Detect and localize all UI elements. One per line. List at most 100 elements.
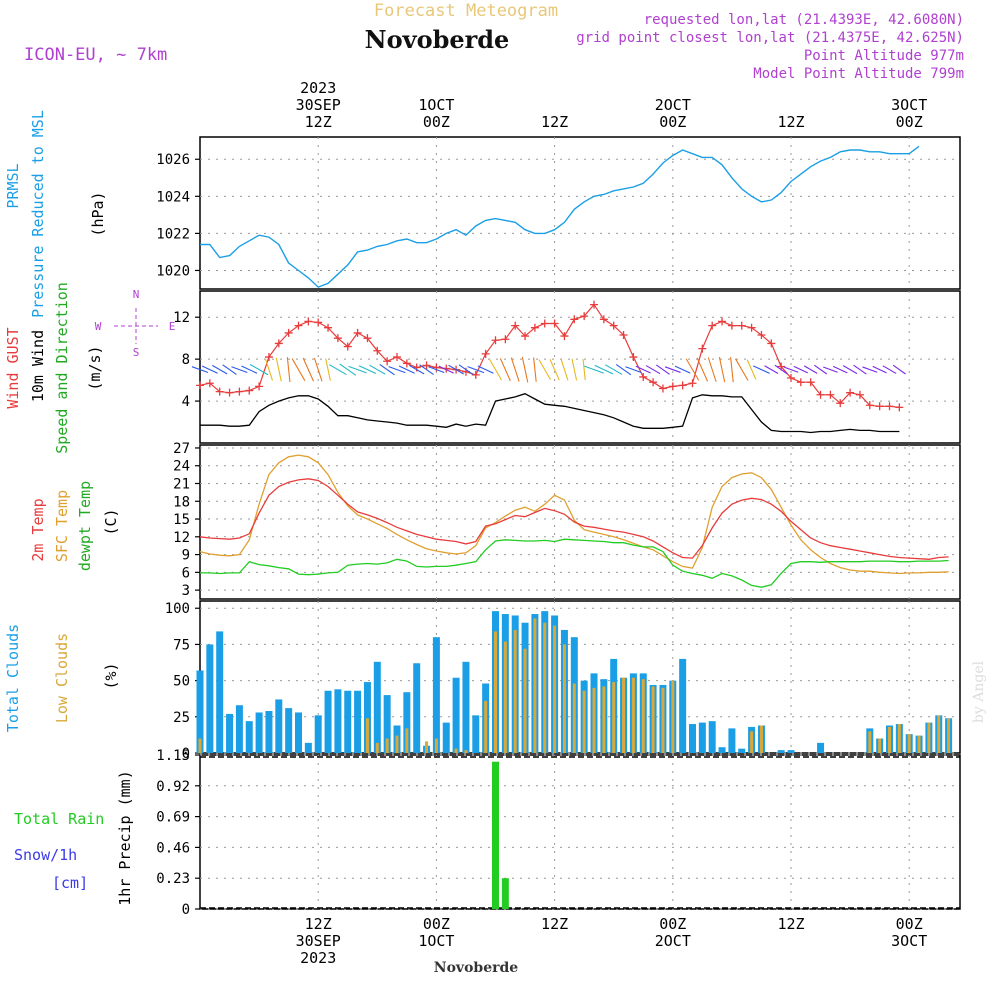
t2m-title: 2m Temp <box>29 498 47 561</box>
wind-arrow <box>510 357 520 382</box>
total-cloud-bar <box>295 712 302 753</box>
wind-gust-marker <box>511 321 520 330</box>
top-time-label: 3OCT <box>891 96 927 114</box>
total-cloud-bar <box>304 742 312 753</box>
wind-gust-marker <box>422 361 431 370</box>
wind-frame <box>199 290 961 444</box>
wind-arrow <box>674 365 691 374</box>
wind-gust-marker <box>806 378 815 387</box>
low-cloud-bar <box>513 629 517 753</box>
wind-arrow <box>832 365 848 374</box>
wind-gust-marker <box>698 344 707 353</box>
temp-units: (C) <box>102 508 120 535</box>
wind-arrow <box>594 364 614 375</box>
temperature-ytick-label: 6 <box>182 565 190 581</box>
low-cloud-bar <box>543 622 547 753</box>
wind-arrow <box>538 359 552 380</box>
wind-gust-marker <box>767 339 776 348</box>
bottom-time-label: 00Z <box>896 915 923 933</box>
wind-arrow <box>249 363 269 376</box>
precip-ytick-label: 0 <box>182 902 190 918</box>
snow-units-label: [cm] <box>52 874 88 892</box>
wind-gust-marker <box>471 370 480 379</box>
temperature-frame <box>199 444 961 600</box>
wind-arrow <box>499 358 511 382</box>
wind-gust-marker <box>550 319 559 328</box>
wind-gust-marker <box>255 382 264 391</box>
credit: by Angel <box>971 660 987 723</box>
wind-gust-marker <box>580 312 589 321</box>
wind-gust-marker <box>402 359 411 368</box>
total-cloud-bar <box>216 631 224 753</box>
wind-arrow <box>201 365 218 374</box>
low-cloud-bar <box>553 625 557 753</box>
top-time-label: 2OCT <box>655 96 691 114</box>
low-cloud-bar <box>947 718 951 753</box>
wind-gust-marker <box>855 390 864 399</box>
wind-arrow <box>458 364 474 375</box>
bottom-time-label: 2023 <box>300 949 336 967</box>
low-cloud-bar <box>425 741 429 753</box>
wind-gust-marker <box>530 323 539 332</box>
wind-gust-marker <box>846 388 855 397</box>
wind-gust-marker <box>333 334 342 343</box>
bottom-time-label: 30SEP <box>296 932 341 950</box>
wind-gust-marker <box>649 378 658 387</box>
total-cloud-bar <box>314 715 322 753</box>
wind-gust-line <box>199 303 900 408</box>
pressure-ytick-label: 1020 <box>156 263 190 279</box>
wind-gust-marker <box>215 387 224 396</box>
wind-arrow <box>813 364 828 375</box>
wind-gust-marker <box>324 323 333 332</box>
wind-arrow <box>398 365 415 374</box>
wind-arrow <box>615 364 632 376</box>
wind-arrow <box>448 364 464 375</box>
wind-arrow <box>803 365 818 374</box>
wind-panel: 4 8 12 Wind GUST 10m Wind Speed and Direction… <box>4 282 961 454</box>
clouds-ytick-label: 25 <box>173 710 190 726</box>
compass-e: E <box>169 320 176 333</box>
low-cloud-bar <box>405 728 409 753</box>
low-cloud-bar <box>503 641 507 753</box>
wind-gust-marker <box>491 336 500 345</box>
wind-arrow <box>428 366 445 374</box>
wind-gust-marker <box>708 321 717 330</box>
footer-location: Novoberde <box>434 960 518 976</box>
wind-gust-marker <box>205 379 214 388</box>
temperature-ytick-label: 21 <box>173 477 190 493</box>
low-cloud-bar <box>631 677 635 753</box>
wind-gust-marker <box>836 399 845 408</box>
top-time-label: 00Z <box>423 113 450 131</box>
wind-arrow <box>718 357 726 383</box>
total-cloud-bar <box>698 722 706 753</box>
wind-arrow <box>325 358 331 381</box>
precip-panel: 0 0.23 0.46 0.69 0.92 1.15 1hr Precip (mm) Tota… <box>14 748 961 918</box>
bottom-time-label: 3OCT <box>891 932 927 950</box>
compass-s: S <box>133 346 140 359</box>
model-altitude: Model Point Altitude 799m <box>753 66 964 82</box>
total-cloud-bar <box>472 715 480 753</box>
clouds-ytick-label: 50 <box>173 674 190 690</box>
bottom-time-label: 2OCT <box>655 932 691 950</box>
wind-arrow <box>302 357 315 382</box>
total-cloud-bar <box>206 644 214 753</box>
low-cloud-bar <box>602 686 606 753</box>
wind-arrow <box>231 366 248 374</box>
total-cloud-bar <box>413 663 421 753</box>
top-time-label: 2023 <box>300 79 336 97</box>
wind-arrow <box>664 366 681 373</box>
wind-gust-marker <box>521 332 530 341</box>
low-cloud-bar <box>750 731 754 753</box>
total-cloud-bar <box>275 699 283 753</box>
wind-gust-marker <box>383 357 392 366</box>
low-cloud-bar <box>572 683 576 753</box>
wind-gust-marker <box>718 317 727 326</box>
wind-gust-marker <box>363 334 372 343</box>
wind-arrow <box>438 365 454 374</box>
wind-arrow <box>275 357 282 382</box>
low-cloud-bar <box>917 735 921 753</box>
total-cloud-bar <box>689 724 696 753</box>
